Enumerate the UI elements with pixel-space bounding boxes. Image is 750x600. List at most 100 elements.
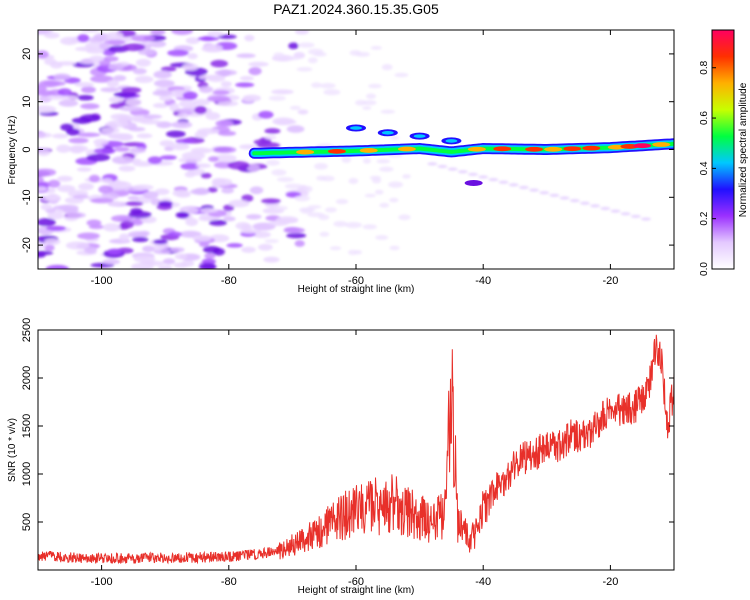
noise-blob — [176, 108, 200, 113]
noise-blob — [40, 204, 53, 211]
faint-blob — [316, 175, 327, 181]
signal-ridge — [248, 124, 674, 186]
faint-blob — [402, 174, 411, 179]
faint-streak — [478, 175, 489, 179]
faint-streak — [610, 209, 621, 213]
faint-blob — [362, 158, 371, 164]
noise-blob — [207, 31, 224, 37]
noise-blob — [132, 68, 147, 75]
noise-blob — [135, 58, 151, 67]
faint-streak — [468, 172, 479, 176]
noise-blob — [154, 188, 170, 196]
snr-plot-area — [38, 334, 674, 565]
faint-blob — [379, 202, 390, 208]
colorbar-tick-label: 0.2 — [699, 211, 710, 225]
noise-blob — [162, 258, 176, 265]
noise-blob — [44, 194, 61, 202]
noise-blob — [199, 207, 218, 213]
noise-blob — [147, 156, 163, 165]
noise-blob — [109, 102, 125, 109]
faint-streak — [590, 204, 601, 208]
noise-blob — [122, 43, 146, 52]
noise-blob — [38, 132, 52, 139]
snr-series-line — [38, 334, 674, 565]
blip — [464, 179, 483, 186]
noise-blob — [133, 254, 156, 263]
noise-blob — [153, 70, 172, 79]
figure-title: PAZ1.2024.360.15.35.G05 — [273, 1, 439, 17]
noise-blob — [60, 36, 79, 46]
faint-streak — [641, 217, 652, 221]
noise-blob — [152, 90, 172, 97]
noise-blob — [86, 153, 111, 162]
faint-streak — [427, 162, 438, 166]
faint-streak — [549, 193, 560, 197]
faint-blob — [265, 159, 280, 166]
noise-blob — [210, 59, 229, 68]
noise-blob — [107, 119, 129, 128]
noise-blob — [99, 42, 110, 50]
noise-blob — [247, 163, 260, 172]
x-tick-label: -100 — [91, 576, 113, 588]
noise-blob — [283, 227, 305, 234]
noise-blob — [45, 264, 69, 269]
noise-blob — [77, 132, 101, 138]
faint-streak — [498, 180, 509, 184]
noise-blob — [77, 232, 100, 240]
noise-blob — [294, 240, 305, 247]
noise-blob — [50, 61, 63, 69]
faint-blob — [264, 239, 279, 244]
noise-blob — [239, 76, 254, 81]
noise-blob — [228, 199, 250, 208]
faint-streak — [569, 199, 580, 203]
noise-blob — [139, 119, 162, 125]
noise-blob — [171, 30, 194, 35]
noise-blob — [213, 146, 237, 154]
noise-blob — [200, 172, 212, 179]
noise-blob — [52, 133, 69, 139]
noise-blob — [204, 44, 223, 52]
noise-blob — [212, 247, 225, 256]
faint-blob — [287, 56, 301, 61]
noise-blob — [38, 168, 57, 177]
noise-blob — [206, 95, 231, 103]
snr-x-axis-label: Height of straight line (km) — [298, 585, 415, 596]
noise-blob — [38, 252, 46, 258]
noise-blob — [187, 53, 198, 60]
spectrogram-x-axis-label: Height of straight line (km) — [298, 284, 415, 295]
ridge-hotspot — [544, 146, 563, 152]
noise-blob — [57, 185, 76, 193]
noise-blob — [221, 187, 234, 194]
noise-blob — [217, 100, 239, 107]
noise-blob — [98, 185, 114, 194]
faint-blob — [355, 99, 367, 106]
noise-blob — [223, 204, 235, 212]
ridge-hotspot — [359, 148, 378, 153]
noise-blob — [78, 183, 94, 191]
noise-blob — [84, 246, 98, 254]
faint-blob — [289, 105, 301, 110]
noise-blob — [198, 263, 217, 269]
faint-blob — [264, 134, 277, 140]
faint-streak — [437, 164, 448, 169]
noise-blob — [159, 155, 177, 160]
snr-frame — [37, 329, 675, 571]
noise-blob — [107, 248, 123, 255]
noise-blob — [142, 191, 159, 199]
faint-blob — [388, 181, 404, 188]
noise-blob — [118, 165, 136, 172]
noise-blob — [106, 31, 124, 41]
noise-blob — [80, 30, 99, 33]
colorbar-label: Normalized spectral amplitude — [738, 82, 749, 217]
colorbar-gradient — [712, 30, 734, 269]
noise-blob — [212, 90, 230, 95]
noise-blob — [248, 67, 262, 76]
noise-blob — [175, 211, 190, 219]
noise-blob — [166, 130, 186, 138]
noise-blob — [47, 211, 64, 220]
noise-blob — [241, 246, 256, 253]
faint-blob — [348, 249, 358, 256]
noise-blob — [205, 112, 221, 121]
noise-blob — [125, 98, 142, 106]
